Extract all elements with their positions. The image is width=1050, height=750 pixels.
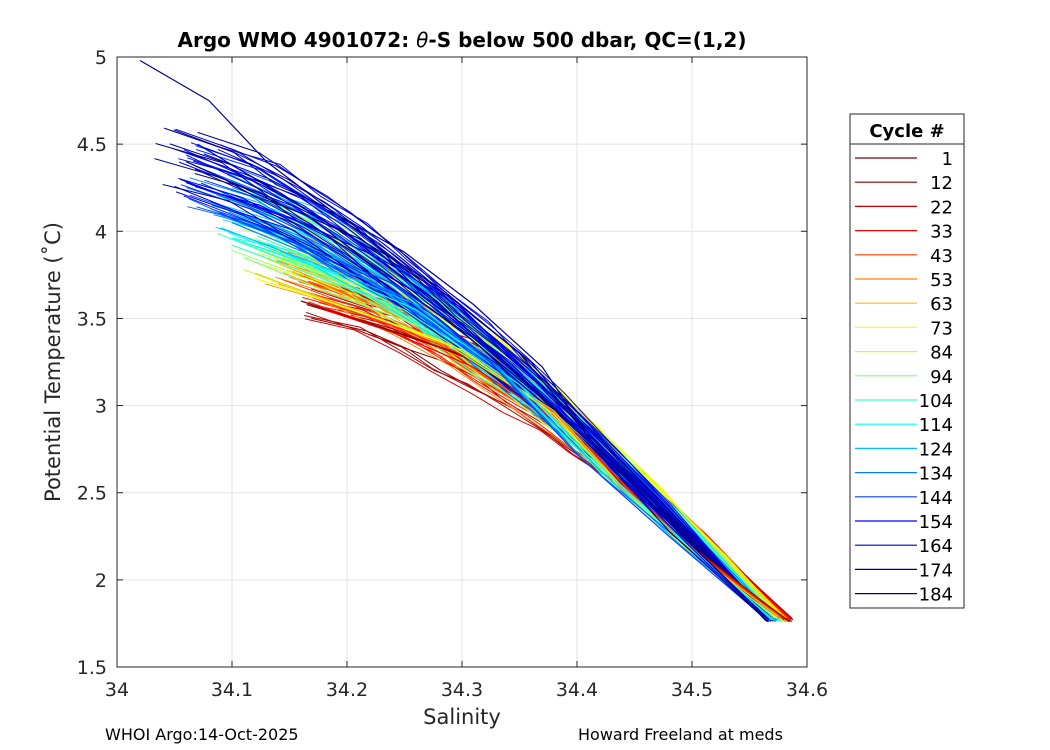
legend-label-43: 43 — [930, 246, 953, 267]
legend-label-154: 154 — [919, 512, 953, 533]
legend-label-84: 84 — [930, 343, 953, 364]
profile-line — [186, 154, 772, 621]
footer-right-text: Howard Freeland at meds — [578, 725, 783, 744]
legend-box — [849, 113, 965, 609]
y-tick-label: 4 — [95, 221, 107, 243]
legend-label-33: 33 — [930, 222, 953, 243]
x-tick-label: 34.5 — [671, 679, 713, 701]
legend-label-174: 174 — [919, 560, 953, 581]
series-line-154 — [185, 181, 769, 623]
x-tick-label: 34.2 — [326, 679, 368, 701]
x-tick-label: 34.1 — [211, 679, 253, 701]
legend-label-22: 22 — [930, 197, 953, 218]
series-line-144 — [220, 213, 770, 623]
legend-label-12: 12 — [930, 173, 953, 194]
legend-label-144: 144 — [919, 488, 953, 509]
legend-items: 1 12 22 33 43 53 63 73 84 94 104 114 124 134 144 154 164… — [855, 149, 953, 606]
title-theta: θ — [416, 28, 428, 52]
legend-label-164: 164 — [919, 536, 953, 557]
title-suffix: -S below 500 dbar, QC=(1,2) — [428, 28, 746, 52]
chart-title: Argo WMO 4901072: θ-S below 500 dbar, QC… — [178, 28, 747, 52]
y-tick-label: 2.5 — [77, 483, 107, 505]
profile-lines — [139, 59, 794, 623]
y-axis-label: Potential Temperature (˚C) — [41, 222, 65, 502]
y-tick-label: 1.5 — [77, 657, 107, 679]
legend-label-134: 134 — [919, 464, 953, 485]
series-line-124 — [220, 227, 772, 621]
x-axis: 34 34.1 34.2 34.3 34.4 34.5 34.6 — [105, 57, 828, 701]
y-tick-label: 3.5 — [77, 308, 107, 330]
x-tick-label: 34.3 — [441, 679, 483, 701]
series-line-174 — [185, 161, 770, 621]
footer-left-text: WHOI Argo:14-Oct-2025 — [105, 725, 299, 744]
y-axis: 1.5 2 2.5 3 3.5 4 4.5 5 — [77, 47, 807, 679]
profile-line — [194, 168, 770, 621]
legend-title: Cycle # — [869, 121, 944, 142]
x-axis-label: Salinity — [423, 705, 501, 729]
y-tick-label: 5 — [95, 47, 107, 69]
profile-line — [169, 143, 767, 622]
x-tick-label: 34.4 — [556, 679, 598, 701]
legend-label-114: 114 — [919, 415, 953, 436]
legend-label-104: 104 — [919, 391, 953, 412]
legend-label-1: 1 — [942, 149, 953, 170]
profile-line — [155, 143, 770, 622]
legend-label-73: 73 — [930, 318, 953, 339]
title-prefix: Argo WMO 4901072: — [178, 28, 417, 52]
x-tick-label: 34.6 — [786, 679, 828, 701]
x-tick-label: 34 — [105, 679, 129, 701]
legend: Cycle # 11222334353637384941041141241341… — [849, 113, 965, 609]
legend-label-63: 63 — [930, 294, 953, 315]
legend-label-184: 184 — [919, 585, 953, 606]
series-line-184 — [139, 59, 769, 623]
legend-label-53: 53 — [930, 270, 953, 291]
profile-line — [217, 148, 771, 621]
legend-label-124: 124 — [919, 439, 953, 460]
y-tick-label: 2 — [95, 570, 107, 592]
profile-line — [163, 127, 768, 620]
y-tick-label: 3 — [95, 396, 107, 418]
y-tick-label: 4.5 — [77, 134, 107, 156]
legend-label-94: 94 — [930, 367, 953, 388]
